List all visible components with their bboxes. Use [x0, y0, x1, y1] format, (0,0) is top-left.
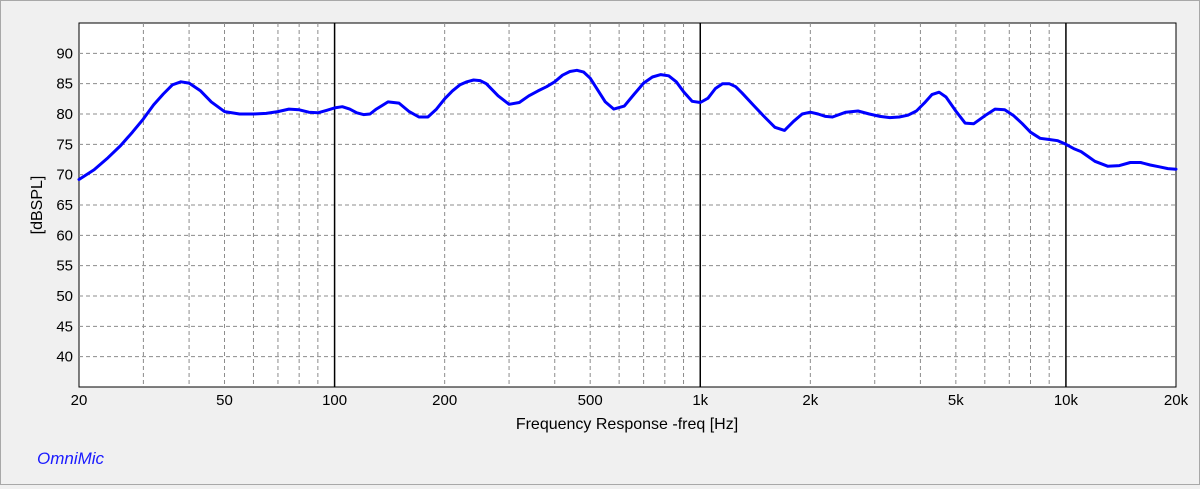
y-axis-title: [dBSPL] [29, 176, 46, 235]
x-tick-label: 5k [948, 392, 964, 409]
x-tick-label: 100 [322, 392, 347, 409]
y-tick-label: 60 [56, 227, 73, 244]
x-tick-label: 500 [578, 392, 603, 409]
y-tick-labels: 40 45 50 55 60 65 70 75 80 85 90 [56, 45, 73, 365]
y-tick-label: 65 [56, 197, 73, 214]
y-tick-label: 70 [56, 167, 73, 184]
y-tick-label: 55 [56, 258, 73, 275]
grid-lines [79, 23, 1176, 387]
x-tick-label: 20 [71, 392, 88, 409]
omnimic-brand: OmniMic [37, 449, 105, 468]
x-tick-label: 2k [802, 392, 818, 409]
y-tick-label: 45 [56, 318, 73, 335]
x-tick-label: 10k [1054, 392, 1079, 409]
x-tick-label: 50 [216, 392, 233, 409]
y-tick-label: 85 [56, 76, 73, 93]
x-tick-label: 20k [1164, 392, 1189, 409]
decade-lines [333, 23, 1067, 387]
x-tick-label: 200 [432, 392, 457, 409]
y-tick-label: 90 [56, 45, 73, 62]
y-tick-label: 75 [56, 136, 73, 153]
x-axis-title: Frequency Response -freq [Hz] [516, 416, 738, 433]
y-tick-label: 40 [56, 349, 73, 366]
x-tick-labels: 20 50 100 200 500 1k 2k 5k 10k 20k [71, 392, 1189, 409]
x-tick-label: 1k [692, 392, 708, 409]
response-curve [77, 68, 1178, 181]
y-tick-label: 80 [56, 106, 73, 123]
y-tick-label: 50 [56, 288, 73, 305]
